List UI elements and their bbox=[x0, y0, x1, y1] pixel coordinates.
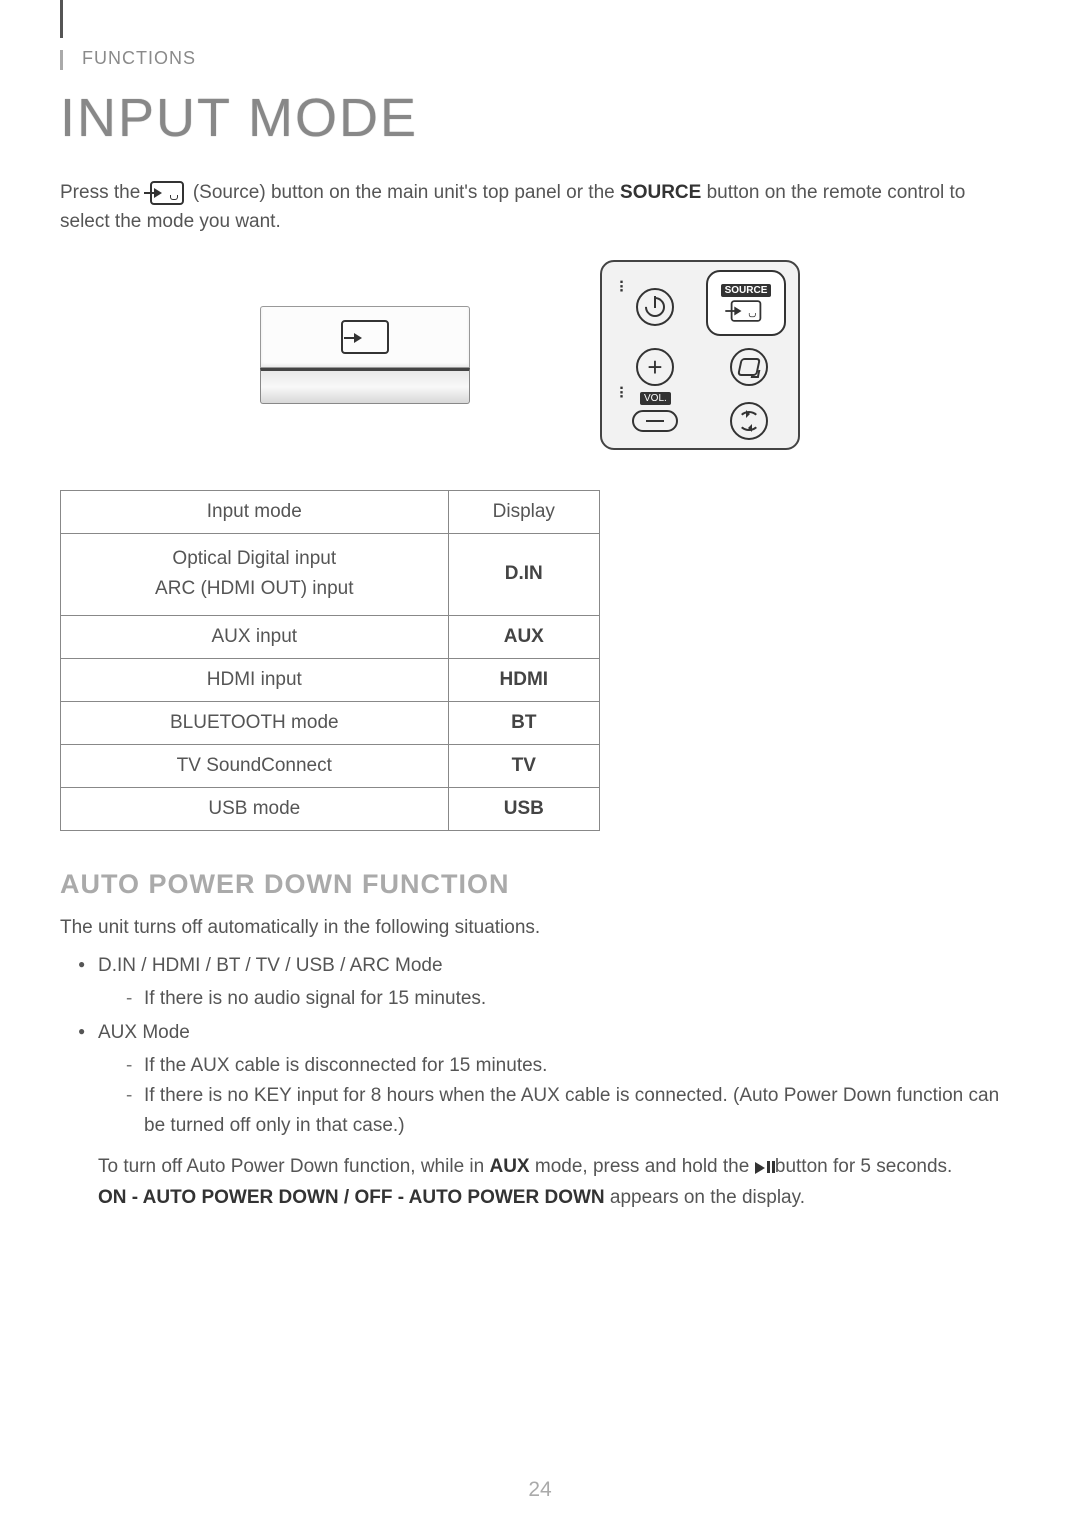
main-unit-body bbox=[260, 368, 470, 404]
table-row: USB modeUSB bbox=[61, 787, 600, 830]
input-mode-table: Input mode Display Optical Digital input… bbox=[60, 490, 600, 831]
braille-dots: ⠇ bbox=[618, 284, 631, 294]
table-row: Optical Digital inputARC (HDMI OUT) inpu… bbox=[61, 534, 600, 616]
intro-source-word: (Source) bbox=[193, 182, 266, 203]
auto-power-heading: AUTO POWER DOWN FUNCTION bbox=[60, 869, 1000, 900]
power-icon bbox=[636, 288, 674, 326]
cell-display: BT bbox=[448, 701, 599, 744]
remote-illustration: ⠇ SOURCE + ⠇ VOL. bbox=[600, 260, 800, 450]
volume-down-icon bbox=[632, 410, 678, 432]
list-item: D.IN / HDMI / BT / TV / USB / ARC Mode I… bbox=[78, 951, 1000, 1014]
cell-input-mode: Optical Digital inputARC (HDMI OUT) inpu… bbox=[61, 534, 449, 616]
table-row: HDMI inputHDMI bbox=[61, 658, 600, 701]
illustration-row: ⠇ SOURCE + ⠇ VOL. bbox=[60, 260, 1000, 450]
mode1-sub1: If there is no audio signal for 15 minut… bbox=[126, 984, 1000, 1014]
remote-source-label: SOURCE bbox=[721, 284, 772, 297]
table-row: BLUETOOTH modeBT bbox=[61, 701, 600, 744]
cell-input-mode: USB mode bbox=[61, 787, 449, 830]
page-number: 24 bbox=[0, 1478, 1080, 1502]
turnoff-instruction: To turn off Auto Power Down function, wh… bbox=[60, 1152, 1000, 1213]
table-row: AUX inputAUX bbox=[61, 615, 600, 658]
display-msg-bold: ON - AUTO POWER DOWN / OFF - AUTO POWER … bbox=[98, 1187, 605, 1208]
side-rule-bottom bbox=[60, 50, 63, 70]
aux-bold: AUX bbox=[489, 1156, 529, 1177]
mode2-sub2: If there is no KEY input for 8 hours whe… bbox=[126, 1081, 1000, 1142]
turnoff-mid: mode, press and hold the bbox=[530, 1156, 755, 1177]
table-row: TV SoundConnectTV bbox=[61, 744, 600, 787]
cell-input-mode: TV SoundConnect bbox=[61, 744, 449, 787]
intro-source-button: SOURCE bbox=[620, 182, 701, 203]
header-input-mode: Input mode bbox=[61, 491, 449, 534]
cell-display: HDMI bbox=[448, 658, 599, 701]
cell-display: D.IN bbox=[448, 534, 599, 616]
remote-source-button: SOURCE bbox=[706, 270, 786, 336]
main-unit-source-button bbox=[341, 320, 389, 354]
turnoff-post: button for 5 seconds. bbox=[770, 1156, 953, 1177]
braille-dots: ⠇ bbox=[618, 390, 631, 400]
side-rule-top bbox=[60, 0, 63, 38]
section-label: FUNCTIONS bbox=[82, 48, 1000, 69]
display-msg-tail: appears on the display. bbox=[605, 1187, 805, 1208]
cell-display: TV bbox=[448, 744, 599, 787]
table-header-row: Input mode Display bbox=[61, 491, 600, 534]
main-unit-illustration bbox=[260, 306, 470, 404]
cell-input-mode: BLUETOOTH mode bbox=[61, 701, 449, 744]
main-unit-top bbox=[260, 306, 470, 368]
cell-display: AUX bbox=[448, 615, 599, 658]
auto-power-list: D.IN / HDMI / BT / TV / USB / ARC Mode I… bbox=[60, 951, 1000, 1141]
list-item: AUX Mode If the AUX cable is disconnecte… bbox=[78, 1018, 1000, 1142]
source-icon bbox=[150, 181, 184, 205]
vol-label: VOL. bbox=[640, 392, 671, 405]
source-icon bbox=[731, 300, 762, 322]
sound-effect-icon bbox=[730, 348, 768, 386]
mode2-sub1: If the AUX cable is disconnected for 15 … bbox=[126, 1051, 1000, 1081]
cell-display: USB bbox=[448, 787, 599, 830]
turnoff-pre: To turn off Auto Power Down function, wh… bbox=[98, 1156, 489, 1177]
cell-input-mode: AUX input bbox=[61, 615, 449, 658]
mode1-label: D.IN / HDMI / BT / TV / USB / ARC Mode bbox=[98, 955, 443, 976]
volume-up-icon: + bbox=[636, 348, 674, 386]
intro-part2: button on the main unit's top panel or t… bbox=[271, 182, 620, 203]
intro-paragraph: Press the (Source) button on the main un… bbox=[60, 179, 1000, 236]
auto-power-intro: The unit turns off automatically in the … bbox=[60, 914, 1000, 942]
header-display: Display bbox=[448, 491, 599, 534]
repeat-icon bbox=[730, 402, 768, 440]
cell-input-mode: HDMI input bbox=[61, 658, 449, 701]
play-pause-icon bbox=[755, 1154, 770, 1183]
intro-part1: Press the bbox=[60, 182, 146, 203]
page-title: INPUT MODE bbox=[60, 87, 1000, 149]
mode2-label: AUX Mode bbox=[98, 1022, 190, 1043]
source-icon bbox=[352, 328, 378, 346]
